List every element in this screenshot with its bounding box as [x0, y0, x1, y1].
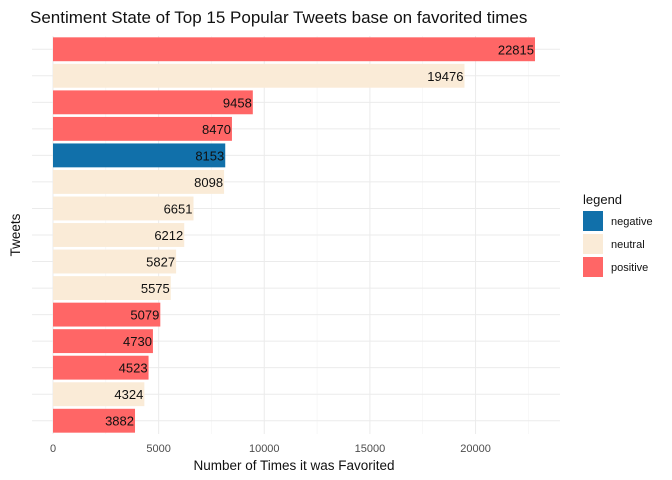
legend-title: legend	[583, 192, 622, 207]
bar-positive	[53, 355, 149, 380]
bar-value-label: 4730	[123, 334, 152, 349]
legend-label-negative: negative	[611, 216, 653, 228]
bar-neutral	[53, 196, 194, 221]
bar-value-label: 8470	[202, 122, 231, 137]
legend-swatch-neutral	[583, 234, 603, 254]
bar-value-label: 5827	[146, 255, 175, 270]
bar-value-label: 6651	[164, 201, 193, 216]
bar-value-label: 22815	[498, 42, 534, 57]
x-tick-label: 15000	[355, 443, 386, 455]
chart-title: Sentiment State of Top 15 Popular Tweets…	[30, 8, 527, 27]
y-axis-title: Tweets	[8, 213, 23, 256]
legend-label-neutral: neutral	[611, 239, 645, 251]
bar-negative	[53, 143, 226, 168]
bar-neutral	[53, 249, 177, 274]
bar-value-label: 5079	[130, 308, 159, 323]
x-axis-title: Number of Times it was Favorited	[193, 458, 394, 473]
bar-neutral	[53, 382, 145, 407]
bar-positive	[53, 37, 535, 62]
bar-value-label: 4324	[114, 387, 143, 402]
legend: legend negative neutral positive	[583, 192, 653, 277]
bar-value-label: 9458	[223, 95, 252, 110]
x-tick-label: 10000	[249, 443, 280, 455]
bar-positive	[53, 90, 253, 115]
bar-value-label: 4523	[119, 361, 148, 376]
bar-value-label: 6212	[154, 228, 183, 243]
bar-value-label: 5575	[141, 281, 170, 296]
bar-value-label: 8098	[194, 175, 223, 190]
x-axis-ticks: 0 5000 10000 15000 20000	[50, 443, 491, 455]
bar-positive	[53, 302, 161, 327]
bar-neutral	[53, 63, 465, 88]
bar-positive	[53, 408, 136, 433]
legend-swatch-positive	[583, 257, 603, 277]
bar-positive	[53, 116, 232, 141]
bar-value-label: 3882	[105, 414, 134, 429]
x-tick-label: 5000	[146, 443, 170, 455]
bar-value-label: 19476	[427, 69, 463, 84]
bar-neutral	[53, 223, 185, 247]
bar-value-label: 8153	[195, 148, 224, 163]
x-tick-label: 0	[50, 443, 56, 455]
bar-neutral	[53, 276, 171, 301]
bar-neutral	[53, 169, 225, 194]
bars	[53, 37, 535, 433]
legend-label-positive: positive	[611, 262, 648, 274]
legend-swatch-negative	[583, 211, 603, 231]
legend-items: negative neutral positive	[583, 211, 653, 277]
x-tick-label: 20000	[460, 443, 491, 455]
bar-positive	[53, 329, 153, 354]
